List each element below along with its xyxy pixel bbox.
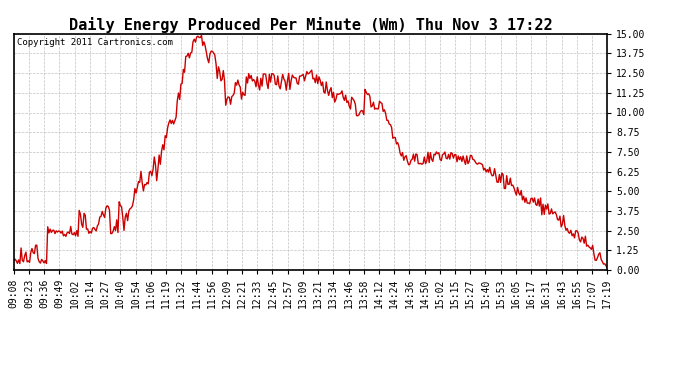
Text: Copyright 2011 Cartronics.com: Copyright 2011 Cartronics.com	[17, 39, 172, 48]
Title: Daily Energy Produced Per Minute (Wm) Thu Nov 3 17:22: Daily Energy Produced Per Minute (Wm) Th…	[69, 16, 552, 33]
